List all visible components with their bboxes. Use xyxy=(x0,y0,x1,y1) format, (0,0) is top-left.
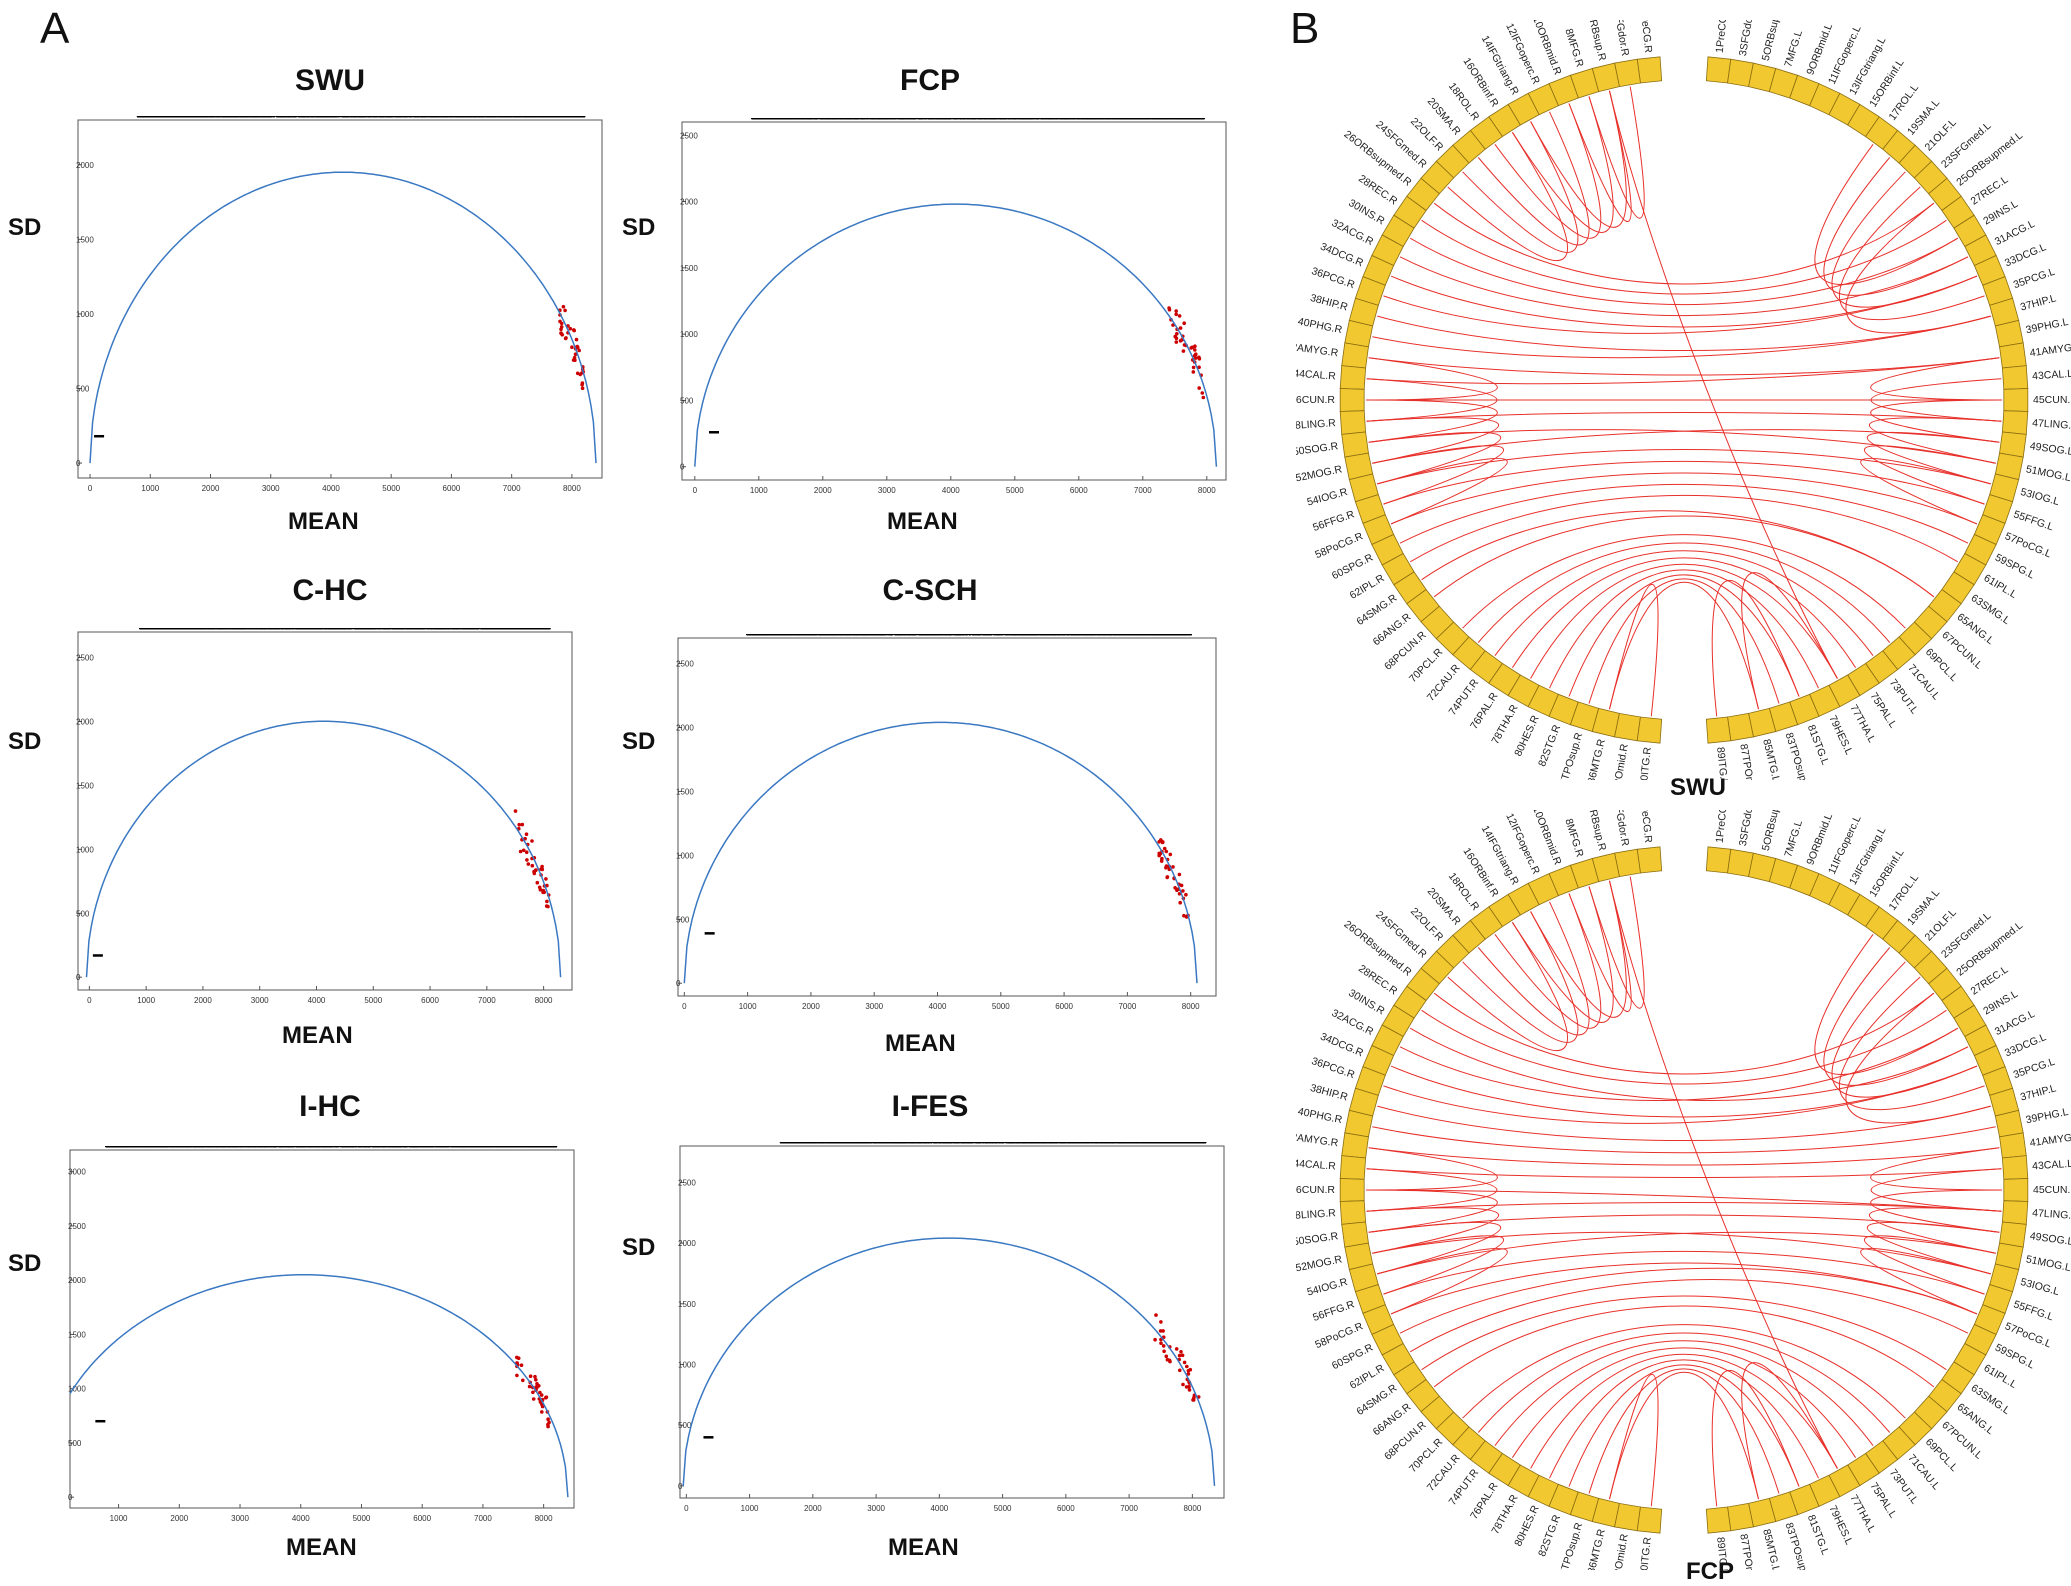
x-tick-label: 4000 xyxy=(308,996,326,1005)
x-tick-label: 8000 xyxy=(563,484,581,493)
outlier-point xyxy=(1192,370,1196,374)
y-tick-label: 2000 xyxy=(76,718,94,727)
y-tick-label: 1500 xyxy=(680,264,698,273)
x-tick-label: 0 xyxy=(88,484,93,493)
outlier-point xyxy=(1178,314,1182,318)
scatter-plot-fcp: 0 1000 2000 3000 4000 5000 6000 7000 8000 0 500 100… xyxy=(678,118,1230,500)
outlier-point xyxy=(1197,386,1201,390)
x-tick-label: 3000 xyxy=(262,484,280,493)
outlier-point xyxy=(1174,313,1178,317)
y-tick-label: 2000 xyxy=(680,198,698,207)
outlier-point xyxy=(1201,391,1205,395)
y-tick-label: 0 xyxy=(680,463,685,472)
x-tick-label: 2000 xyxy=(194,996,212,1005)
x-tick-label: 2000 xyxy=(202,484,220,493)
plot-frame xyxy=(78,120,602,478)
x-tick-label: 7000 xyxy=(478,996,496,1005)
outlier-point xyxy=(1189,346,1193,350)
y-tick-label: 1000 xyxy=(76,310,94,319)
x-tick-label: 7000 xyxy=(1134,486,1152,495)
x-axis-label: MEAN xyxy=(887,508,958,536)
outlier-point xyxy=(563,309,567,313)
x-tick-label: 5000 xyxy=(382,484,400,493)
y-axis-label: SD xyxy=(622,214,655,242)
y-tick-label: 500 xyxy=(76,385,90,394)
outlier-point xyxy=(1193,348,1197,352)
y-axis-label: SD xyxy=(8,214,41,242)
scatter-plot-swu: 0 1000 2000 3000 4000 5000 6000 7000 8000 0 500 100… xyxy=(74,116,606,498)
x-tick-label: 8000 xyxy=(1198,486,1216,495)
outlier-point xyxy=(573,356,577,360)
outlier-point xyxy=(1202,396,1206,400)
x-tick-label: 1000 xyxy=(141,484,159,493)
data-points xyxy=(137,116,585,117)
outlier-point xyxy=(559,332,563,336)
plot-frame xyxy=(682,122,1226,480)
x-tick-label: 7000 xyxy=(503,484,521,493)
outlier-point xyxy=(1179,339,1183,343)
x-tick-label: 5000 xyxy=(1006,486,1024,495)
outlier-point xyxy=(581,381,585,385)
x-tick-label: 4000 xyxy=(942,486,960,495)
x-tick-label: 6000 xyxy=(1070,486,1088,495)
plot-title-fcp: FCP xyxy=(660,64,1200,98)
outlier-point xyxy=(1179,326,1183,330)
x-tick-label: 3000 xyxy=(251,996,269,1005)
x-tick-label: 6000 xyxy=(443,484,461,493)
x-tick-label: 1000 xyxy=(137,996,155,1005)
y-tick-label: 500 xyxy=(680,396,694,405)
outlier-point xyxy=(578,373,582,377)
plot-frame xyxy=(78,632,572,990)
x-tick-label: 8000 xyxy=(535,996,553,1005)
outlier-point xyxy=(1182,349,1186,353)
outlier-point xyxy=(1174,309,1178,313)
y-tick-label: 1000 xyxy=(680,330,698,339)
y-tick-label: 1000 xyxy=(76,845,94,854)
data-points xyxy=(751,118,1205,119)
outlier-point xyxy=(1168,308,1172,312)
outlier-point xyxy=(1192,366,1196,370)
outlier-point xyxy=(560,322,564,326)
y-tick-label: 500 xyxy=(76,909,90,918)
outlier-point xyxy=(569,327,573,331)
outlier-point xyxy=(1198,357,1202,361)
y-tick-label: 1500 xyxy=(76,781,94,790)
y-tick-label: 0 xyxy=(76,973,81,982)
y-tick-label: 1500 xyxy=(76,235,94,244)
outlier-point xyxy=(562,305,566,309)
x-tick-label: 1000 xyxy=(750,486,768,495)
x-tick-label: 6000 xyxy=(421,996,439,1005)
data-points xyxy=(139,628,550,629)
x-tick-label: 3000 xyxy=(878,486,896,495)
outlier-point xyxy=(560,325,564,329)
plot-title-swu: SWU xyxy=(60,64,600,98)
outlier-point xyxy=(1175,340,1179,344)
x-tick-label: 4000 xyxy=(322,484,340,493)
y-tick-label: 2500 xyxy=(76,654,94,663)
panel-letter-a: A xyxy=(40,4,69,54)
plot-title-c-hc: C-HC xyxy=(60,574,600,608)
outlier-point xyxy=(1182,321,1186,325)
y-tick-label: 0 xyxy=(76,459,81,468)
y-tick-label: 2000 xyxy=(76,161,94,170)
outlier-point xyxy=(1175,332,1179,336)
x-axis-label: MEAN xyxy=(288,508,359,536)
y-tick-label: 2500 xyxy=(680,131,698,140)
x-tick-label: 5000 xyxy=(364,996,382,1005)
outlier-point xyxy=(570,345,574,349)
outlier-point xyxy=(581,387,585,391)
scatter-plot-c-hc: 0 1000 2000 3000 4000 5000 6000 7000 8000 0 500 100… xyxy=(74,628,576,1010)
x-tick-label: 0 xyxy=(693,486,698,495)
x-tick-label: 0 xyxy=(87,996,92,1005)
outlier-point xyxy=(572,328,576,332)
x-tick-label: 2000 xyxy=(814,486,832,495)
y-axis-label: SD xyxy=(8,728,41,756)
outlier-point xyxy=(564,337,568,341)
outlier-point xyxy=(575,338,579,342)
